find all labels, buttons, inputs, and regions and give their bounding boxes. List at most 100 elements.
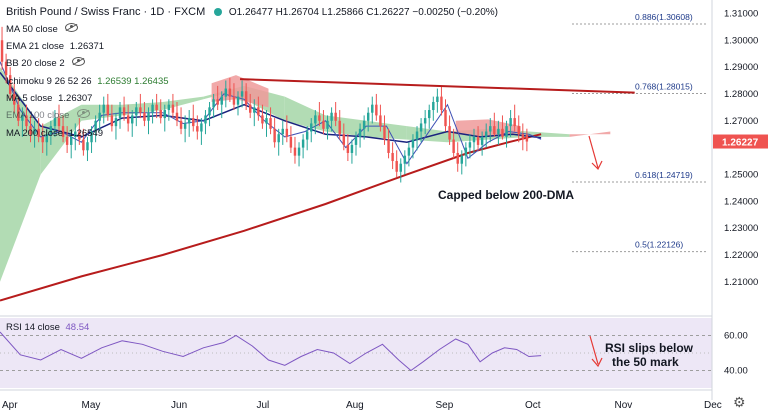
candle-body[interactable] [330,112,333,121]
candle-body[interactable] [200,123,203,132]
candle-body[interactable] [248,104,252,113]
candle-body[interactable] [25,115,28,127]
hidden-eye-icon[interactable] [77,109,91,118]
candle-body[interactable] [509,118,512,127]
candle-body[interactable] [216,99,219,105]
candle-body[interactable] [293,147,297,156]
candle-body[interactable] [163,110,166,119]
candle-body[interactable] [29,126,32,135]
candle-body[interactable] [122,107,126,116]
candle-body[interactable] [82,139,85,151]
ma200-line[interactable] [0,133,542,302]
candle-body[interactable] [403,155,407,164]
candle-body[interactable] [444,110,447,127]
candle-body[interactable] [432,101,435,111]
candle-body[interactable] [383,126,386,140]
resistance-trendline[interactable] [240,78,635,94]
candle-body[interactable] [419,123,423,132]
candle-body[interactable] [379,115,382,127]
candle-body[interactable] [525,134,529,142]
candle-body[interactable] [375,104,378,116]
candle-body[interactable] [338,120,341,135]
candle-body[interactable] [460,155,464,164]
candle-body[interactable] [90,131,93,143]
candle-body[interactable] [131,115,134,124]
candle-body[interactable] [476,136,480,145]
legend-ma50[interactable]: MA 50 close [6,23,79,36]
candle-body[interactable] [41,136,44,143]
candle-body[interactable] [240,91,244,97]
candle-body[interactable] [489,126,492,132]
candle-body[interactable] [297,147,301,156]
candle-body[interactable] [497,128,500,135]
candle-body[interactable] [69,136,73,145]
candle-body[interactable] [183,123,187,129]
candle-body[interactable] [114,118,118,127]
candle-body[interactable] [253,107,256,113]
candle-body[interactable] [513,118,516,127]
candle-body[interactable] [159,110,162,119]
candle-body[interactable] [220,96,223,105]
candle-body[interactable] [8,75,12,94]
candle-body[interactable] [342,134,346,145]
candle-body[interactable] [354,136,358,145]
candle-body[interactable] [171,104,175,113]
candle-body[interactable] [212,99,215,108]
candle-body[interactable] [501,128,504,137]
legend-ema21[interactable]: EMA 21 close 1.26371 [6,40,104,53]
candle-body[interactable] [17,104,20,121]
candle-body[interactable] [13,93,16,105]
candle-body[interactable] [74,131,77,137]
candle-body[interactable] [358,128,362,137]
legend-ma5[interactable]: MA 5 close 1.26307 [6,92,92,105]
candle-body[interactable] [517,126,520,135]
legend-rsi[interactable]: RSI 14 close 48.54 [6,321,89,334]
candle-body[interactable] [362,120,366,129]
candle-body[interactable] [269,118,272,129]
hidden-eye-icon[interactable] [65,23,79,32]
candle-body[interactable] [118,107,122,119]
candle-body[interactable] [261,115,264,124]
candle-body[interactable] [484,131,488,137]
candle-body[interactable] [143,112,146,121]
candle-body[interactable] [505,126,508,137]
candle-body[interactable] [326,120,329,129]
candle-body[interactable] [86,142,89,151]
rsi-line[interactable] [0,331,542,372]
candle-body[interactable] [456,152,459,164]
candle-body[interactable] [371,104,374,113]
candle-body[interactable] [281,128,284,135]
candle-body[interactable] [167,104,171,111]
candle-body[interactable] [175,112,179,121]
candle-body[interactable] [155,104,158,111]
legend-ichimoku[interactable]: Ichimoku 9 26 52 26 1.26539 1.26435 [6,75,169,88]
candle-body[interactable] [65,136,69,145]
legend-bb[interactable]: BB 20 close 2 [6,57,86,70]
candle-body[interactable] [208,107,211,116]
candle-body[interactable] [314,115,317,124]
candle-body[interactable] [37,128,40,137]
candle-body[interactable] [399,163,402,172]
candle-body[interactable] [521,134,525,140]
candle-body[interactable] [57,118,61,127]
candle-body[interactable] [366,112,370,121]
candle-body[interactable] [232,96,236,105]
candle-body[interactable] [147,112,150,121]
candle-body[interactable] [310,123,313,132]
legend-ema100[interactable]: EMA 100 close [6,109,91,122]
candle-body[interactable] [334,112,337,121]
candle-body[interactable] [448,126,451,140]
candle-body[interactable] [391,152,394,162]
candle-body[interactable] [192,118,195,127]
candle-body[interactable] [407,147,411,156]
candle-body[interactable] [472,136,476,143]
candle-body[interactable] [350,144,354,153]
candle-body[interactable] [322,120,325,129]
symbol-title[interactable]: British Pound / Swiss Franc · 1D · FXCM [6,6,206,18]
candle-body[interactable] [452,139,455,153]
candle-body[interactable] [289,136,293,148]
candle-body[interactable] [94,120,97,132]
candle-body[interactable] [236,96,240,105]
candle-body[interactable] [45,134,49,143]
